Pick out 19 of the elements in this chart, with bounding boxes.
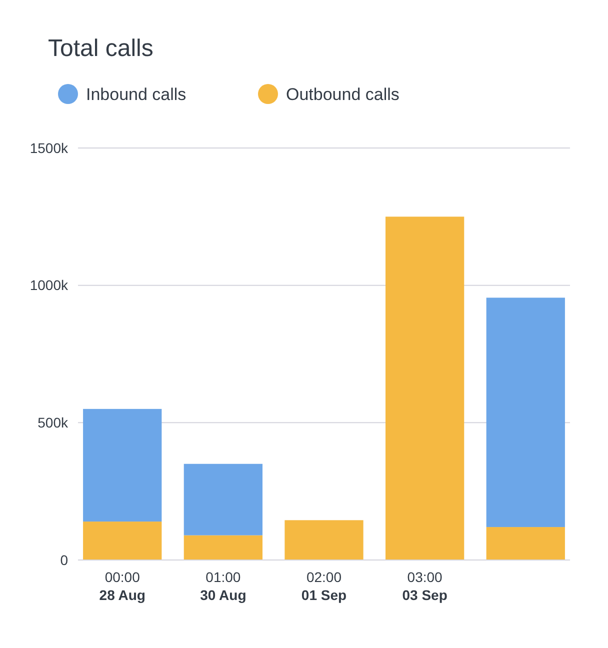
- bar: [83, 522, 162, 560]
- bar: [83, 408, 162, 522]
- y-tick-label: 1500k: [30, 140, 69, 156]
- bar: [486, 527, 565, 560]
- bar: [486, 298, 565, 528]
- x-tick-label: 00:00 28 Aug: [99, 569, 146, 603]
- bar: [386, 216, 464, 560]
- bar: [184, 535, 262, 560]
- legend-label: Inbound calls: [86, 85, 186, 104]
- y-tick-label: 0: [60, 552, 68, 568]
- x-tick-label: 01:00 30 Aug: [200, 569, 246, 603]
- x-tick-label: 02:00 01 Sep: [301, 569, 347, 603]
- y-tick-label: 500k: [38, 414, 69, 431]
- legend-label: Outbound calls: [286, 85, 400, 104]
- bar: [284, 520, 364, 560]
- bar: [184, 464, 262, 536]
- chart-title: Total calls: [48, 35, 154, 62]
- x-tick-label: 03:00 03 Sep: [402, 569, 448, 603]
- y-tick-label: 1000k: [30, 277, 69, 294]
